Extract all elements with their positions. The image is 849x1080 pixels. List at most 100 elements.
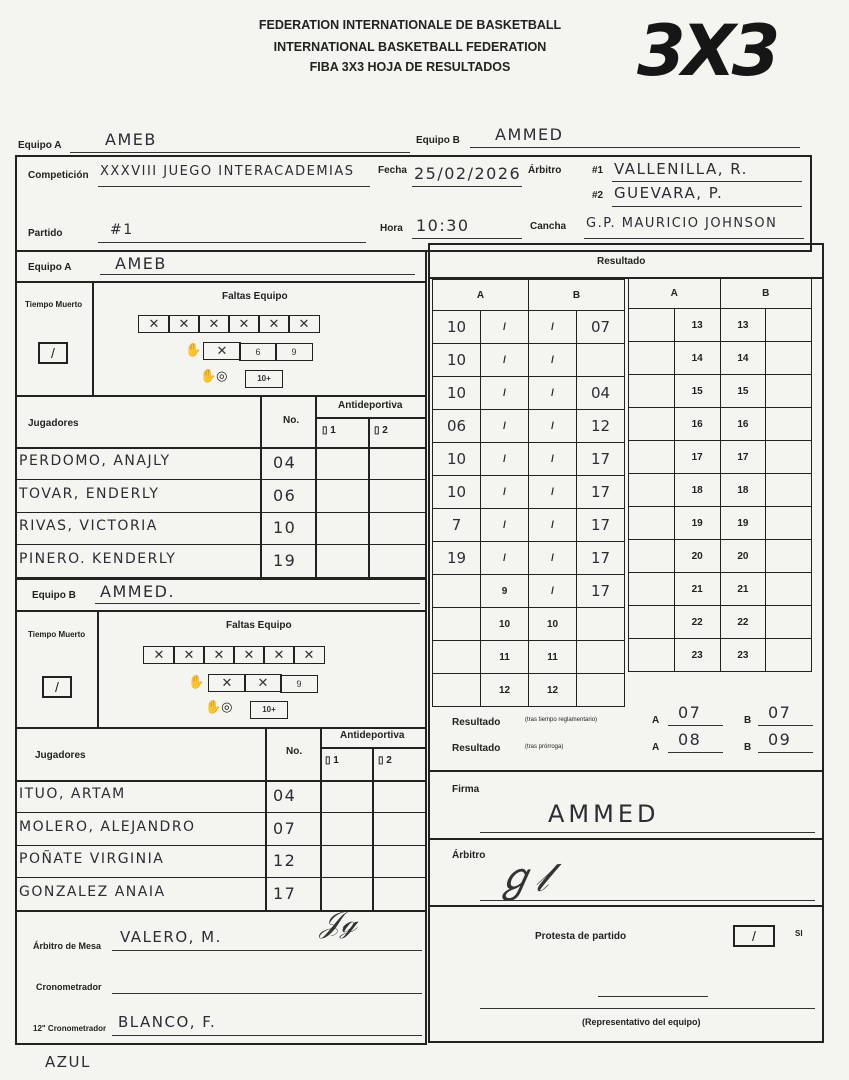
foul-box-6[interactable]: ✕ xyxy=(293,646,325,664)
team-b-point[interactable]: 23 xyxy=(719,638,767,672)
team-a-scorer xyxy=(432,574,481,608)
col-a-header: A xyxy=(432,279,529,311)
arbitro-signature: ℊ𝓁 xyxy=(495,855,549,901)
team-a-scorer xyxy=(628,638,675,672)
team-b-point[interactable]: / xyxy=(528,343,577,377)
arbitro-1-value: VALLENILLA, R. xyxy=(614,160,748,178)
team-a-point[interactable]: 17 xyxy=(673,440,721,474)
team-b-point[interactable]: / xyxy=(528,376,577,410)
team-b-timeout-checkbox[interactable]: / xyxy=(42,676,72,698)
foul-box-2[interactable]: ✕ xyxy=(168,315,200,333)
team-a-anti-2: ▯ 2 xyxy=(374,425,388,436)
pro-a-label: A xyxy=(652,742,660,753)
foul-box-5[interactable]: ✕ xyxy=(258,315,290,333)
team-b-point[interactable]: / xyxy=(528,508,577,542)
equipo-a-label: Equipo A xyxy=(18,140,62,151)
team-a-point[interactable]: / xyxy=(480,541,529,575)
team-a-fouls-label: Faltas Equipo xyxy=(222,291,288,302)
team-b-point[interactable]: 10 xyxy=(528,607,577,641)
team-a-timeout-checkbox[interactable]: / xyxy=(38,342,68,364)
team-a-point[interactable]: / xyxy=(480,376,529,410)
team-b-point[interactable]: 12 xyxy=(528,673,577,707)
team-a-scorer: 10 xyxy=(432,475,481,509)
team-b-point[interactable]: 11 xyxy=(528,640,577,674)
team-a-point[interactable]: / xyxy=(480,508,529,542)
foul-box-10plus[interactable]: 10+ xyxy=(245,370,283,388)
team-b-scorer xyxy=(765,539,812,573)
team-a-point[interactable]: 12 xyxy=(480,673,529,707)
competicion-label: Competición xyxy=(28,170,89,181)
team-b-scorer: 17 xyxy=(576,442,625,476)
team-b-point[interactable]: 20 xyxy=(719,539,767,573)
team-a-point[interactable]: / xyxy=(480,442,529,476)
foul-box-3[interactable]: ✕ xyxy=(203,646,235,664)
fecha-value: 25/02/2026 xyxy=(414,164,522,183)
team-a-point[interactable]: 11 xyxy=(480,640,529,674)
team-b-point[interactable]: 17 xyxy=(719,440,767,474)
team-b-point[interactable]: / xyxy=(528,475,577,509)
player-name: GONZALEZ ANAIA xyxy=(19,883,166,900)
foul-box-9[interactable]: 9 xyxy=(275,343,313,361)
team-b-point[interactable]: 16 xyxy=(719,407,767,441)
resultado-pro-label: Resultado xyxy=(452,743,501,754)
team-a-point[interactable]: / xyxy=(480,343,529,377)
player-number: 07 xyxy=(273,818,297,838)
header-line-2: INTERNATIONAL BASKETBALL FEDERATION xyxy=(273,40,547,54)
arbitro-1-label: #1 xyxy=(592,165,604,176)
score-row: 19 19 xyxy=(628,506,812,540)
team-a-point[interactable]: 22 xyxy=(673,605,721,639)
team-b-point[interactable]: 21 xyxy=(719,572,767,606)
team-b-point[interactable]: / xyxy=(528,409,577,443)
team-b-point[interactable]: 13 xyxy=(719,308,767,342)
foul-box-2[interactable]: ✕ xyxy=(173,646,205,664)
foul-box-7[interactable]: ✕ xyxy=(208,674,246,692)
arbitro-label: Árbitro xyxy=(528,165,562,176)
foul-box-10plus[interactable]: 10+ xyxy=(250,701,288,719)
team-a-point[interactable]: / xyxy=(480,475,529,509)
team-a-point[interactable]: 19 xyxy=(673,506,721,540)
team-b-scorer xyxy=(765,572,812,606)
equipo-b-value: AMMED xyxy=(495,125,564,144)
team-a-point[interactable]: 13 xyxy=(673,308,721,342)
team-b-point[interactable]: 14 xyxy=(719,341,767,375)
result-reg-b: 07 xyxy=(768,703,792,722)
team-a-point[interactable]: 16 xyxy=(673,407,721,441)
foul-box-8[interactable]: ✕ xyxy=(244,674,282,692)
team-b-point[interactable]: / xyxy=(528,541,577,575)
team-a-point[interactable]: 15 xyxy=(673,374,721,408)
foul-box-6[interactable]: ✕ xyxy=(288,315,320,333)
foul-box-3[interactable]: ✕ xyxy=(198,315,230,333)
team-a-point[interactable]: / xyxy=(480,310,529,344)
team-b-point[interactable]: / xyxy=(528,442,577,476)
foul-box-8[interactable]: 6 xyxy=(239,343,277,361)
team-a-point[interactable]: 14 xyxy=(673,341,721,375)
team-b-point[interactable]: / xyxy=(528,574,577,608)
team-b-point[interactable]: 19 xyxy=(719,506,767,540)
header-line-1: FEDERATION INTERNATIONALE DE BASKETBALL xyxy=(258,18,562,32)
foul-box-4[interactable]: ✕ xyxy=(233,646,265,664)
protesta-si-checkbox[interactable]: / xyxy=(733,925,775,947)
foul-box-9[interactable]: 9 xyxy=(280,675,318,693)
cronometrador-label: Cronometrador xyxy=(36,982,102,992)
foul-box-5[interactable]: ✕ xyxy=(263,646,295,664)
team-a-point[interactable]: 10 xyxy=(480,607,529,641)
foul-box-7[interactable]: ✕ xyxy=(203,342,241,360)
team-a-point[interactable]: / xyxy=(480,409,529,443)
foul-box-4[interactable]: ✕ xyxy=(228,315,260,333)
team-b-scorer xyxy=(576,343,625,377)
foul-box-1[interactable]: ✕ xyxy=(138,315,170,333)
reg-b-label: B xyxy=(744,715,752,726)
team-a-point[interactable]: 20 xyxy=(673,539,721,573)
foul-box-1[interactable]: ✕ xyxy=(143,646,175,664)
team-a-point[interactable]: 18 xyxy=(673,473,721,507)
score-row: 15 15 xyxy=(628,374,812,408)
team-a-point[interactable]: 9 xyxy=(480,574,529,608)
team-b-point[interactable]: 22 xyxy=(719,605,767,639)
team-a-point[interactable]: 23 xyxy=(673,638,721,672)
col-a-header: A xyxy=(628,277,721,309)
team-b-point[interactable]: / xyxy=(528,310,577,344)
team-b-point[interactable]: 15 xyxy=(719,374,767,408)
team-b-point[interactable]: 18 xyxy=(719,473,767,507)
player-number: 04 xyxy=(273,786,297,805)
team-a-point[interactable]: 21 xyxy=(673,572,721,606)
